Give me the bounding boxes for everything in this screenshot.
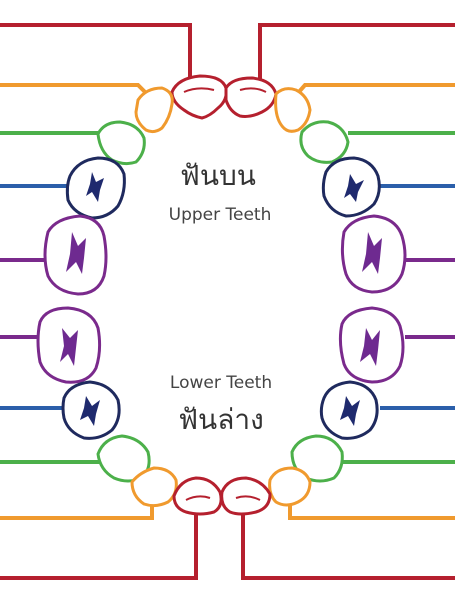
tooth-upper-left-lateral-incisor bbox=[134, 86, 174, 134]
tooth-upper-right-central-incisor bbox=[224, 76, 278, 118]
connector-lower-right-lateral-incisor bbox=[288, 498, 455, 520]
connector-upper-right-lateral-incisor bbox=[296, 83, 455, 95]
tooth-upper-right-first-molar-cusp bbox=[344, 174, 364, 202]
connector-lower-left-lateral-incisor bbox=[0, 500, 154, 520]
connector-upper-left-central-incisor bbox=[0, 23, 192, 85]
upper-teeth-english-label: Upper Teeth bbox=[169, 205, 272, 225]
tooth-upper-right-lateral-incisor bbox=[274, 87, 312, 133]
connector-upper-left-lateral-incisor bbox=[0, 83, 150, 97]
lower-teeth-english-label: Lower Teeth bbox=[170, 373, 272, 393]
tooth-lower-left-lateral-incisor bbox=[130, 466, 178, 508]
tooth-upper-left-central-incisor bbox=[170, 74, 228, 120]
tooth-upper-right-second-molar-cusp bbox=[362, 232, 382, 274]
tooth-lower-left-central-incisor-line bbox=[185, 495, 211, 501]
tooth-upper-left-central-incisor-line bbox=[183, 87, 215, 93]
lower-teeth bbox=[36, 306, 405, 516]
connector-lower-left-central-incisor bbox=[0, 510, 198, 580]
tooth-lower-left-canine bbox=[96, 434, 151, 483]
tooth-lower-right-lateral-incisor bbox=[268, 466, 312, 507]
tooth-upper-right-canine bbox=[299, 120, 350, 164]
tooth-upper-left-second-molar-cusp bbox=[66, 232, 86, 274]
connector-upper-right-central-incisor bbox=[258, 23, 455, 80]
tooth-upper-left-first-molar-cusp bbox=[86, 172, 104, 202]
tooth-lower-left-second-molar-cusp bbox=[60, 328, 78, 366]
tooth-lower-right-central-incisor-line bbox=[235, 495, 261, 501]
tooth-upper-right-central-incisor-line bbox=[239, 87, 267, 93]
upper-teeth-thai-label: ฟันบน bbox=[180, 159, 256, 192]
tooth-lower-right-first-molar-cusp bbox=[340, 396, 360, 426]
upper-teeth bbox=[43, 74, 407, 296]
tooth-lower-left-first-molar-cusp bbox=[80, 396, 100, 426]
tooth-lower-right-second-molar-cusp bbox=[360, 328, 380, 366]
lower-teeth-thai-label: ฟันล่าง bbox=[178, 403, 264, 436]
connector-lower-right-central-incisor bbox=[241, 510, 455, 580]
